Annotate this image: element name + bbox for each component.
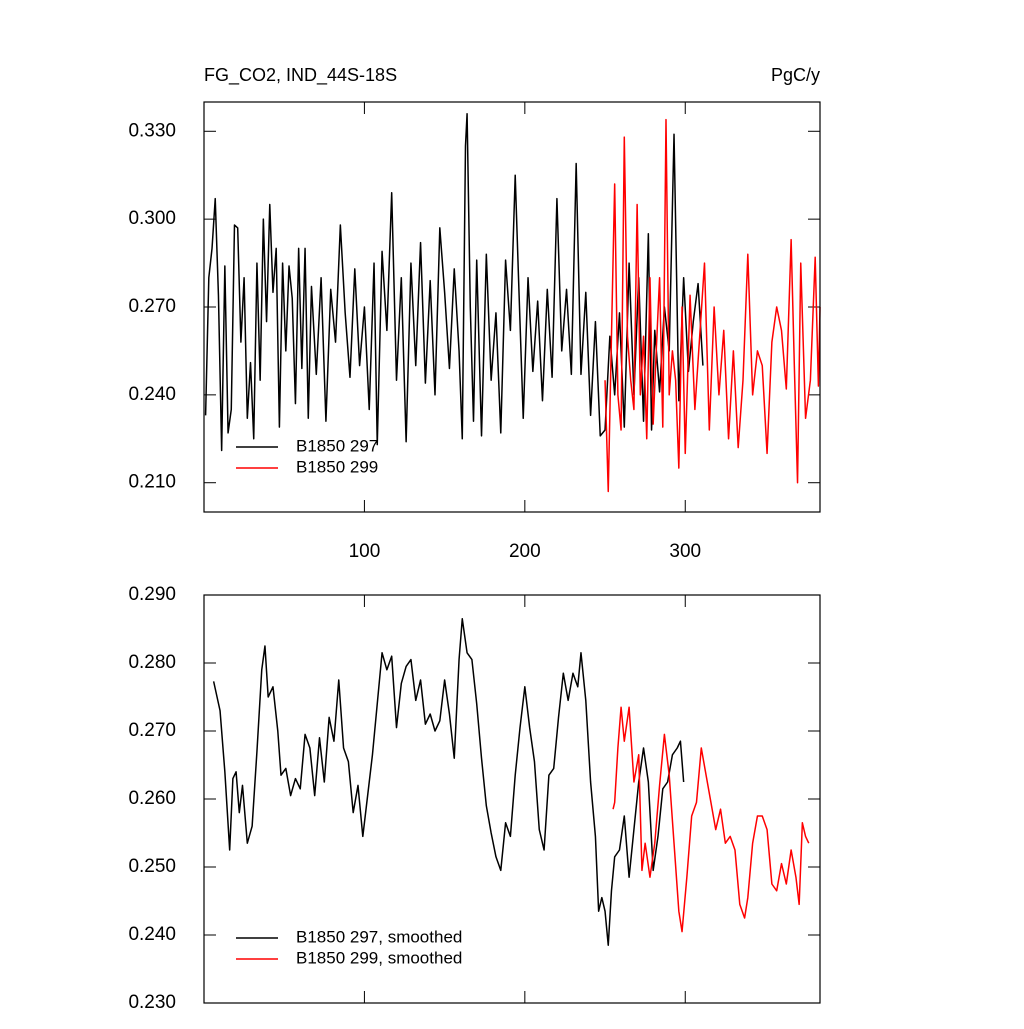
y-tick-label: 0.290 xyxy=(128,584,176,605)
legend-label: B1850 297 xyxy=(296,436,378,455)
y-tick-label: 0.270 xyxy=(128,720,176,741)
y-tick-label: 0.240 xyxy=(128,924,176,945)
y-tick-label: 0.300 xyxy=(128,208,176,229)
legend-label: B1850 299, smoothed xyxy=(296,948,462,967)
data-line xyxy=(212,618,685,946)
plot-frame xyxy=(203,594,821,1004)
data-line xyxy=(204,112,704,452)
x-tick-label: 300 xyxy=(669,541,701,562)
y-tick-label: 0.250 xyxy=(128,856,176,877)
y-tick-label: 0.230 xyxy=(128,992,176,1013)
data-line xyxy=(612,706,810,933)
chart-title: FG_CO2, IND_44S-18S xyxy=(204,65,397,86)
y-tick-label: 0.330 xyxy=(128,120,176,141)
y-tick-label: 0.210 xyxy=(128,472,176,493)
legend-label: B1850 299 xyxy=(296,457,378,476)
y-tick-label: 0.260 xyxy=(128,788,176,809)
x-tick-label: 200 xyxy=(509,541,541,562)
y-tick-label: 0.270 xyxy=(128,296,176,317)
data-line xyxy=(604,118,821,493)
y-tick-label: 0.280 xyxy=(128,652,176,673)
units-label: PgC/y xyxy=(771,65,820,85)
legend-label: B1850 297, smoothed xyxy=(296,927,462,946)
plot-frame xyxy=(203,101,821,513)
y-tick-label: 0.240 xyxy=(128,384,176,405)
x-tick-label: 100 xyxy=(349,541,381,562)
